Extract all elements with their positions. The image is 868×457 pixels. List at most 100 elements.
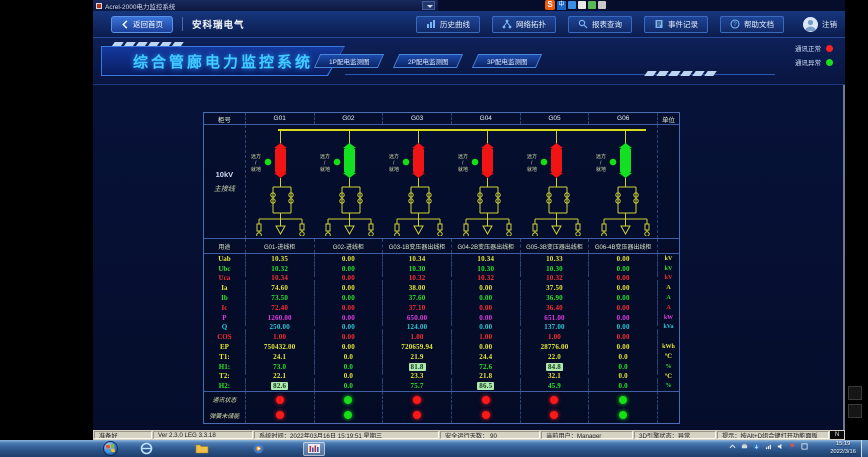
- value-cell: 0.00: [589, 312, 659, 323]
- home-button[interactable]: 返回首页: [111, 15, 173, 33]
- tray-network-icon[interactable]: [765, 443, 772, 450]
- spring-status-row-dot-cell: [452, 407, 521, 424]
- value-cell: 137.00: [521, 322, 590, 333]
- spring-status-row: 弹簧未储能: [204, 407, 679, 424]
- value-cell: 0.00: [452, 293, 521, 303]
- value-text: 81.8: [408, 362, 426, 371]
- tray-update-icon[interactable]: [753, 443, 760, 450]
- unit-text: A: [666, 285, 671, 292]
- svg-text:就地: 就地: [389, 166, 399, 173]
- row-label-text: Ubc: [218, 264, 231, 273]
- row-label-text: T2:: [219, 372, 230, 381]
- nav-button-chart[interactable]: 历史曲线: [416, 15, 480, 33]
- value-text: 1.00: [273, 333, 287, 342]
- decor-stripes-right: [644, 71, 717, 76]
- value-cell: 0.0: [315, 361, 384, 372]
- help-icon: ?: [730, 19, 740, 29]
- unit-text: %: [665, 383, 672, 390]
- value-text: 10.32: [546, 274, 563, 283]
- nav-button-label: 事件记录: [668, 19, 698, 29]
- bay-diagram-g01[interactable]: 远方 / 就地: [246, 131, 315, 238]
- row-label-text: COS: [217, 333, 232, 342]
- comm-status-row-dot-cell: [315, 392, 384, 408]
- start-button[interactable]: [103, 441, 118, 456]
- ime-mic-icon[interactable]: [588, 1, 596, 9]
- row-label: Uca: [204, 273, 246, 284]
- value-cell: 10.34: [383, 254, 452, 264]
- banner-underline: [345, 74, 775, 75]
- ime-wrench-icon[interactable]: [598, 1, 606, 9]
- ime-keyboard-icon[interactable]: [578, 1, 586, 9]
- bay-diagram-g04[interactable]: 远方 / 就地: [453, 131, 522, 238]
- value-cell: 250.00: [246, 322, 315, 333]
- unit-cell: kV: [658, 274, 679, 284]
- value-cell: 84.8: [521, 361, 590, 372]
- bay-diagram-g05[interactable]: 远方 / 就地: [522, 131, 591, 238]
- tab-3p-monitor[interactable]: 3P配电监测图: [471, 54, 543, 68]
- value-cell: 0.00: [589, 273, 659, 284]
- diagram-unit-cell: [658, 125, 679, 238]
- row-label: Q: [204, 322, 246, 333]
- tray-language-icon[interactable]: [801, 443, 808, 450]
- user-avatar-icon[interactable]: [803, 16, 818, 32]
- value-cell: 45.9: [521, 381, 590, 392]
- tray-volume-icon[interactable]: [777, 443, 784, 450]
- nav-button-topology[interactable]: 网络拓扑: [492, 15, 556, 33]
- value-text: 0.00: [479, 303, 493, 312]
- value-cell: 0.0: [315, 371, 384, 382]
- acrel-app-taskbar-button[interactable]: [303, 441, 325, 456]
- column-header: G01: [246, 113, 315, 124]
- ie-icon[interactable]: [135, 442, 157, 456]
- value-text: 10.30: [477, 264, 495, 273]
- value-text: 0.00: [341, 343, 355, 352]
- window-thumbnail[interactable]: [848, 386, 862, 400]
- measurement-row-ubc: Ubc 10.32 0.00 10.30 10.30 10.30 0.00 kV: [204, 263, 679, 274]
- taskbar-clock[interactable]: 15:19 2022/3/16: [830, 441, 856, 456]
- value-text: 1.00: [410, 333, 424, 342]
- svg-text:就地: 就地: [251, 166, 261, 173]
- row-label-text: H2:: [218, 382, 231, 391]
- tab-2p-monitor[interactable]: 2P配电监测图: [392, 54, 464, 68]
- media-player-icon[interactable]: [247, 442, 269, 456]
- window-thumbnail[interactable]: [848, 404, 862, 418]
- busbar-line: [277, 129, 646, 132]
- explorer-folder-icon[interactable]: [191, 442, 213, 456]
- nav-button-event[interactable]: 事件记录: [644, 15, 708, 33]
- status-dot-green: [344, 411, 353, 420]
- value-cell: 22.0: [521, 351, 590, 362]
- bay-diagram-g02[interactable]: 远方 / 就地: [315, 131, 384, 238]
- tray-printer-icon[interactable]: [741, 443, 748, 450]
- comm-status-row: 通讯状态: [204, 391, 679, 408]
- usage-unit-cell: [658, 239, 679, 253]
- bay-diagram-g06[interactable]: 远方 / 就地: [591, 131, 660, 238]
- tray-flag-icon[interactable]: [789, 443, 796, 450]
- value-text: 28776.00: [540, 343, 569, 352]
- value-text: 73.0: [273, 362, 287, 371]
- window-dropdown-button[interactable]: [422, 1, 435, 10]
- scrollbar[interactable]: [843, 85, 845, 430]
- tab-1p-monitor[interactable]: 1P配电监测图: [313, 54, 385, 68]
- status-ready: 准备好: [94, 431, 152, 439]
- show-desktop-button[interactable]: [861, 440, 868, 457]
- comm-status-row-dot-cell: [589, 392, 659, 408]
- value-text: 45.9: [547, 382, 562, 391]
- value-text: 1.00: [547, 333, 562, 342]
- bay-diagram-g03[interactable]: 远方 / 就地: [384, 131, 453, 238]
- tray-show-hidden-icon[interactable]: [729, 443, 736, 450]
- unit-cell: %: [658, 362, 679, 372]
- nav-button-help[interactable]: ? 帮助文档: [720, 15, 784, 33]
- ime-tool-icon[interactable]: [568, 1, 576, 9]
- nav-button-label: 网络拓扑: [516, 19, 546, 29]
- value-text: 0.00: [341, 333, 355, 342]
- sogou-icon[interactable]: S: [545, 0, 555, 10]
- row-label-text: Ic: [221, 303, 228, 312]
- spring-status-row-dot-cell: [521, 407, 590, 424]
- unit-header-label: 单位: [662, 116, 675, 124]
- value-cell: 0.00: [315, 332, 384, 343]
- usage-cell: G05-3B变压器出线柜: [521, 239, 590, 253]
- ime-mode-icon[interactable]: 中: [557, 0, 566, 10]
- nav-button-search[interactable]: 报表查询: [568, 15, 632, 33]
- logout-button[interactable]: 注销: [822, 19, 837, 29]
- unit-text: A: [666, 295, 671, 302]
